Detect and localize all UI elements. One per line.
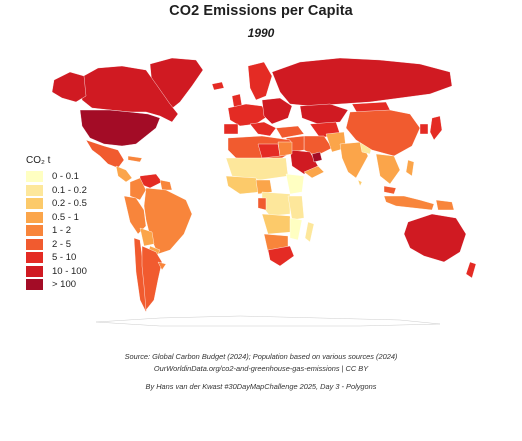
country-gabon-congo (257, 197, 267, 211)
source-note: Source: Global Carbon Budget (2024); Pop… (124, 352, 398, 361)
legend-row: > 100 (26, 278, 87, 291)
country-central-africa (261, 191, 291, 217)
country-argentina (141, 245, 163, 311)
country-cuba (127, 155, 143, 163)
country-malaysia (383, 185, 397, 195)
author-credit: By Hans van der Kwast #30DayMapChallenge… (145, 382, 377, 391)
country-mozambique (289, 217, 303, 241)
country-kazakhstan (299, 103, 349, 125)
legend-swatch (26, 252, 43, 263)
legend-label: 10 - 100 (52, 265, 87, 277)
legend-label: 1 - 2 (52, 225, 72, 236)
country-central-america (115, 165, 133, 183)
country-japan (429, 115, 443, 141)
country-south-africa (267, 245, 295, 267)
country-alaska (51, 71, 87, 103)
country-italy-balkans (249, 121, 277, 137)
country-korea (419, 123, 429, 135)
country-iberia (223, 123, 239, 135)
country-canada (79, 65, 179, 123)
legend-row: 0.5 - 1 (26, 211, 87, 224)
country-china (345, 109, 421, 157)
country-new-zealand (465, 261, 477, 279)
country-ecuador-peru (123, 195, 147, 235)
map-year: 1990 (247, 26, 275, 40)
legend-swatch (26, 171, 43, 182)
country-eastern-europe (261, 97, 293, 125)
country-russia (271, 57, 453, 107)
legend-swatch (26, 211, 43, 223)
country-scandinavia (247, 61, 273, 101)
country-guyanas (159, 179, 173, 191)
country-western-europe (227, 103, 269, 127)
legend-row: 2 - 5 (26, 238, 87, 251)
country-yemen-oman (303, 165, 325, 179)
legend-row: 5 - 10 (26, 251, 87, 264)
country-ethiopia-somalia (285, 173, 305, 195)
legend-row: 0.1 - 0.2 (26, 184, 87, 197)
legend-label: 0.2 - 0.5 (52, 198, 87, 209)
source-url: OurWorldinData.org/co2-and-greenhouse-ga… (153, 364, 369, 373)
legend-swatch (26, 279, 43, 290)
map-title: CO2 Emissions per Capita (169, 3, 353, 19)
legend-label: 0.5 - 1 (52, 211, 79, 223)
country-madagascar (304, 221, 315, 243)
map-legend: CO₂ t 0 - 0.1 0.1 - 0.2 0.2 - 0.5 0.5 - … (26, 155, 87, 292)
country-australia (403, 213, 467, 263)
legend-row: 10 - 100 (26, 265, 87, 278)
country-uruguay (157, 261, 167, 271)
legend-label: 0 - 0.1 (52, 171, 79, 182)
legend-swatch (26, 225, 43, 236)
legend-swatch (26, 265, 43, 277)
legend-label: 5 - 10 (52, 252, 77, 263)
legend-row: 0.2 - 0.5 (26, 197, 87, 210)
legend-swatch (26, 238, 43, 250)
country-papua-new-guinea (435, 199, 455, 211)
country-indonesia (383, 195, 435, 211)
country-sri-lanka (357, 179, 363, 187)
country-usa (79, 109, 161, 147)
legend-row: 1 - 2 (26, 224, 87, 237)
country-brazil (143, 187, 193, 255)
legend-label: 0.1 - 0.2 (52, 184, 87, 196)
country-bolivia (139, 227, 155, 247)
legend-label: > 100 (52, 279, 77, 290)
country-antarctica (95, 315, 441, 327)
legend-row: 0 - 0.1 (26, 170, 87, 183)
country-philippines (405, 159, 415, 177)
country-libya (257, 143, 281, 159)
country-colombia (129, 177, 147, 201)
country-east-africa (287, 195, 305, 221)
country-egypt (277, 141, 293, 157)
country-turkey (275, 125, 305, 139)
country-angola-zambia (261, 213, 293, 235)
legend-swatch (26, 184, 43, 196)
country-nigeria (255, 179, 273, 195)
country-iceland (211, 81, 225, 91)
legend-title: CO₂ t (26, 155, 51, 166)
country-southeast-asia (375, 153, 401, 185)
country-west-africa (225, 175, 261, 195)
legend-label: 2 - 5 (52, 238, 72, 250)
legend-swatch (26, 198, 43, 209)
country-sahel (225, 157, 289, 181)
country-gulf-states (311, 151, 323, 163)
